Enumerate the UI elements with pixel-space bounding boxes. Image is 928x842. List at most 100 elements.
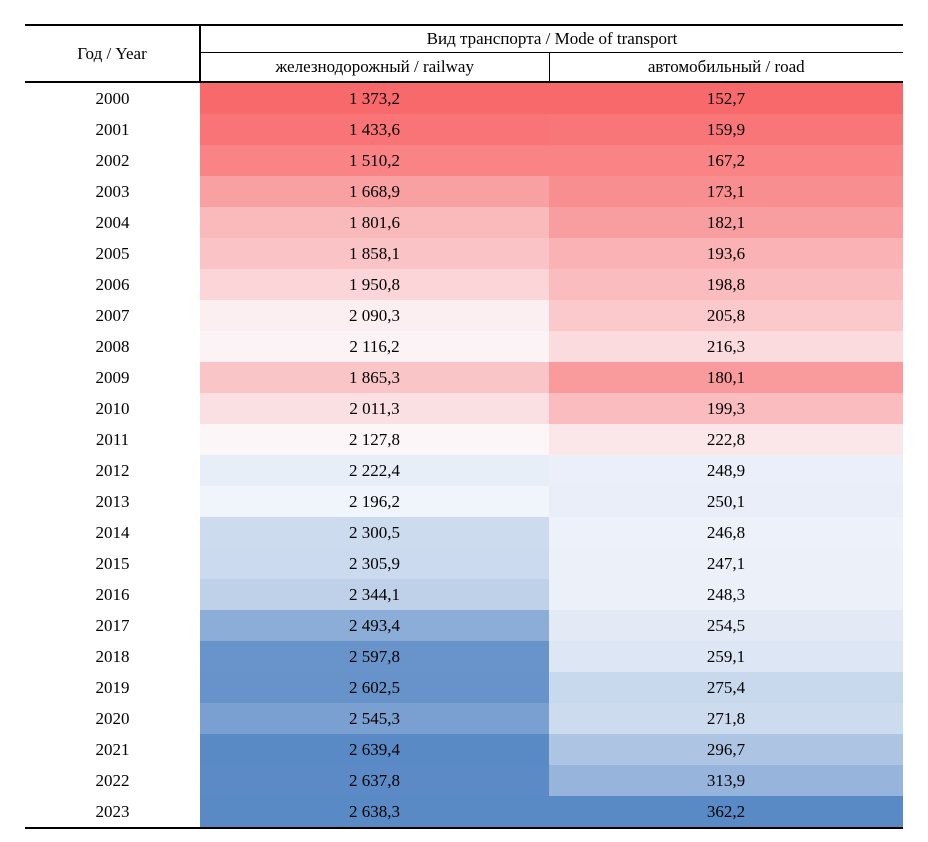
railway-value-cell: 2 196,2: [200, 486, 549, 517]
year-cell: 2011: [25, 424, 200, 455]
year-cell: 2002: [25, 145, 200, 176]
table-row: 2013 2 196,2 250,1: [25, 486, 904, 517]
transport-group-header: Вид транспорта / Mode of transport: [200, 25, 904, 53]
road-value-cell: 216,3: [549, 331, 904, 362]
header-row-group: Год / Year Вид транспорта / Mode of tran…: [25, 25, 904, 83]
road-value-cell: 313,9: [549, 765, 904, 796]
railway-value-cell: 2 597,8: [200, 641, 549, 672]
table-row: 2010 2 011,3 199,3: [25, 393, 904, 424]
road-value-cell: 182,1: [549, 207, 904, 238]
table-header: Год / Year Вид транспорта / Mode of tran…: [25, 25, 904, 83]
road-value-cell: 248,3: [549, 579, 904, 610]
road-value-cell: 254,5: [549, 610, 904, 641]
year-cell: 2017: [25, 610, 200, 641]
year-cell: 2012: [25, 455, 200, 486]
road-value-cell: 259,1: [549, 641, 904, 672]
railway-value-cell: 1 373,2: [200, 82, 549, 114]
railway-value-cell: 2 493,4: [200, 610, 549, 641]
road-value-cell: 159,9: [549, 114, 904, 145]
year-cell: 2020: [25, 703, 200, 734]
year-cell: 2022: [25, 765, 200, 796]
table-row: 2005 1 858,1 193,6: [25, 238, 904, 269]
table-row: 2015 2 305,9 247,1: [25, 548, 904, 579]
header-row-sub: железнодорожный / railway автомобильный …: [25, 52, 904, 83]
year-cell: 2008: [25, 331, 200, 362]
year-cell: 2021: [25, 734, 200, 765]
table-row: 2004 1 801,6 182,1: [25, 207, 904, 238]
road-value-cell: 247,1: [549, 548, 904, 579]
road-value-cell: 222,8: [549, 424, 904, 455]
road-value-cell: 199,3: [549, 393, 904, 424]
year-cell: 2007: [25, 300, 200, 331]
railway-value-cell: 1 433,6: [200, 114, 549, 145]
year-cell: 2001: [25, 114, 200, 145]
table-row: 2017 2 493,4 254,5: [25, 610, 904, 641]
table-row: 2023 2 638,3 362,2: [25, 796, 904, 828]
railway-value-cell: 2 300,5: [200, 517, 549, 548]
road-column-header: автомобильный / road: [549, 52, 904, 83]
table-row: 2001 1 433,6 159,9: [25, 114, 904, 145]
railway-value-cell: 2 090,3: [200, 300, 549, 331]
table-row: 2022 2 637,8 313,9: [25, 765, 904, 796]
road-value-cell: 362,2: [549, 796, 904, 828]
railway-value-cell: 2 344,1: [200, 579, 549, 610]
table-row: 2014 2 300,5 246,8: [25, 517, 904, 548]
railway-value-cell: 1 510,2: [200, 145, 549, 176]
year-column-header: Год / Year: [25, 25, 201, 83]
table-row: 2020 2 545,3 271,8: [25, 703, 904, 734]
year-cell: 2016: [25, 579, 200, 610]
table-row: 2007 2 090,3 205,8: [25, 300, 904, 331]
table-row: 2019 2 602,5 275,4: [25, 672, 904, 703]
table-row: 2011 2 127,8 222,8: [25, 424, 904, 455]
year-cell: 2014: [25, 517, 200, 548]
railway-value-cell: 2 639,4: [200, 734, 549, 765]
railway-column-header: железнодорожный / railway: [200, 52, 550, 83]
road-value-cell: 180,1: [549, 362, 904, 393]
table-row: 2000 1 373,2 152,7: [25, 82, 904, 114]
table-row: 2006 1 950,8 198,8: [25, 269, 904, 300]
table-row: 2009 1 865,3 180,1: [25, 362, 904, 393]
railway-value-cell: 2 222,4: [200, 455, 549, 486]
railway-value-cell: 2 637,8: [200, 765, 549, 796]
table-row: 2008 2 116,2 216,3: [25, 331, 904, 362]
transport-table: Год / Year Вид транспорта / Mode of tran…: [25, 24, 904, 829]
railway-value-cell: 1 801,6: [200, 207, 549, 238]
railway-value-cell: 2 116,2: [200, 331, 549, 362]
railway-value-cell: 2 305,9: [200, 548, 549, 579]
year-cell: 2013: [25, 486, 200, 517]
road-value-cell: 248,9: [549, 455, 904, 486]
year-cell: 2023: [25, 796, 200, 828]
year-cell: 2000: [25, 82, 200, 114]
railway-value-cell: 2 545,3: [200, 703, 549, 734]
railway-value-cell: 1 865,3: [200, 362, 549, 393]
road-value-cell: 205,8: [549, 300, 904, 331]
road-value-cell: 152,7: [549, 82, 904, 114]
year-cell: 2019: [25, 672, 200, 703]
table-row: 2021 2 639,4 296,7: [25, 734, 904, 765]
road-value-cell: 173,1: [549, 176, 904, 207]
railway-value-cell: 1 858,1: [200, 238, 549, 269]
railway-value-cell: 2 011,3: [200, 393, 549, 424]
road-value-cell: 193,6: [549, 238, 904, 269]
road-value-cell: 250,1: [549, 486, 904, 517]
year-cell: 2010: [25, 393, 200, 424]
table-row: 2012 2 222,4 248,9: [25, 455, 904, 486]
road-value-cell: 271,8: [549, 703, 904, 734]
year-cell: 2003: [25, 176, 200, 207]
road-value-cell: 275,4: [549, 672, 904, 703]
table-row: 2002 1 510,2 167,2: [25, 145, 904, 176]
year-cell: 2005: [25, 238, 200, 269]
table-row: 2018 2 597,8 259,1: [25, 641, 904, 672]
year-cell: 2004: [25, 207, 200, 238]
railway-value-cell: 1 668,9: [200, 176, 549, 207]
year-cell: 2018: [25, 641, 200, 672]
year-cell: 2009: [25, 362, 200, 393]
railway-value-cell: 2 127,8: [200, 424, 549, 455]
railway-value-cell: 2 638,3: [200, 796, 549, 828]
year-cell: 2015: [25, 548, 200, 579]
table-row: 2003 1 668,9 173,1: [25, 176, 904, 207]
road-value-cell: 198,8: [549, 269, 904, 300]
year-cell: 2006: [25, 269, 200, 300]
railway-value-cell: 2 602,5: [200, 672, 549, 703]
